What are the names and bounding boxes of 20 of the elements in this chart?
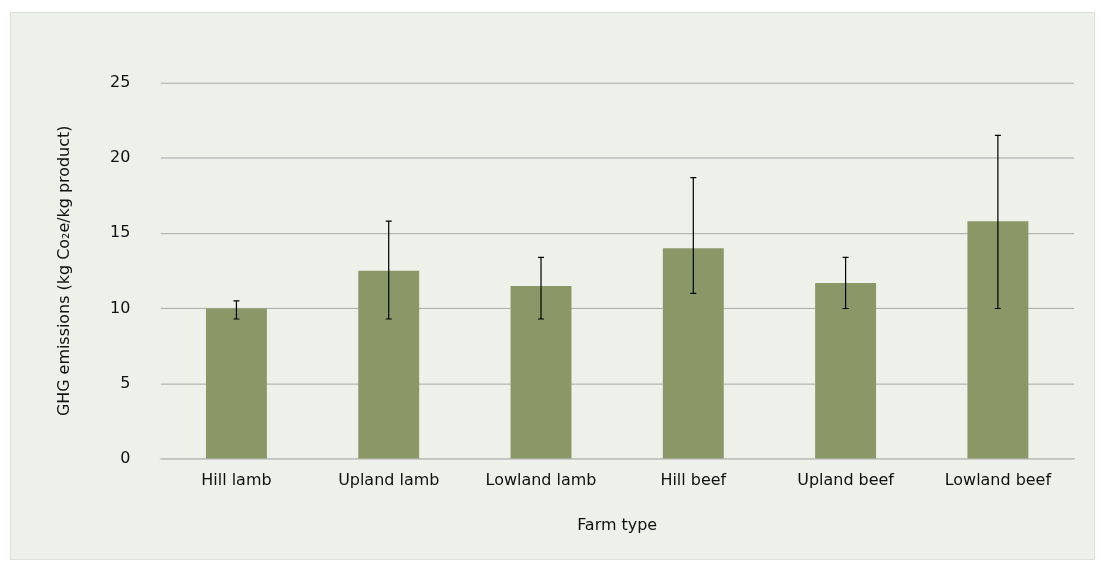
x-tick-label: Lowland beef [944, 469, 1052, 489]
y-tick-label: 10 [110, 297, 131, 317]
y-tick-label: 0 [120, 448, 131, 468]
x-tick-label: Hill lamb [201, 469, 272, 489]
y-axis-title: GHG emissions (kg Co₂e/kg product) [53, 125, 73, 417]
x-tick-label: Upland beef [797, 469, 895, 489]
bar [205, 308, 267, 459]
y-tick-label: 20 [110, 147, 131, 167]
bar [358, 270, 420, 459]
bar [815, 282, 877, 459]
x-tick-label: Lowland lamb [485, 469, 597, 489]
bar [967, 221, 1029, 459]
x-tick-label: Hill beef [660, 469, 727, 489]
y-tick-label: 25 [110, 71, 131, 91]
bar [510, 285, 572, 459]
y-tick-label: 5 [120, 372, 131, 392]
x-axis-title: Farm type [577, 514, 658, 534]
bar [662, 248, 724, 459]
y-tick-label: 15 [110, 222, 131, 242]
x-tick-label: Upland lamb [338, 469, 440, 489]
